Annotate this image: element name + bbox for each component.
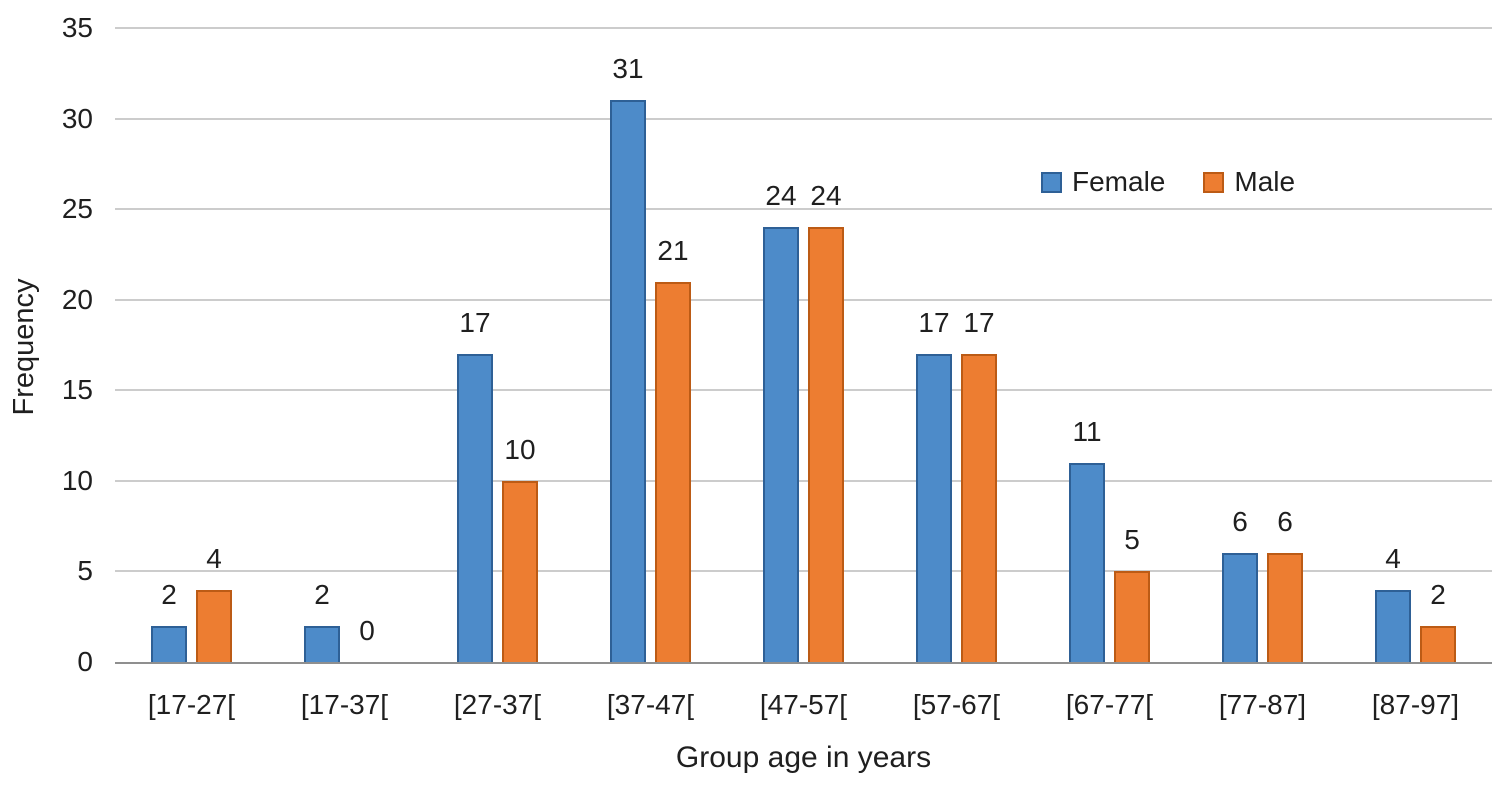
y-tick-label: 30 bbox=[61, 103, 93, 134]
gridline bbox=[115, 118, 1492, 120]
gridline bbox=[115, 480, 1492, 482]
x-tick-label: [17-37[ bbox=[300, 689, 389, 720]
x-axis-title: Group age in years bbox=[675, 741, 932, 774]
bar-value-label: 17 bbox=[918, 307, 950, 338]
bar-male bbox=[502, 481, 538, 662]
male-series-swatch-icon bbox=[1203, 171, 1225, 193]
bar-female bbox=[457, 354, 493, 662]
bar-male bbox=[1267, 553, 1303, 662]
bar-value-label: 31 bbox=[612, 53, 644, 84]
y-axis-title: Frequency bbox=[8, 278, 40, 416]
bar-female bbox=[1222, 553, 1258, 662]
bar-value-label: 2 bbox=[314, 579, 330, 610]
bar-value-label: 11 bbox=[1072, 416, 1102, 447]
bar-value-label: 4 bbox=[1385, 543, 1401, 574]
legend-label-male: Male bbox=[1234, 166, 1296, 197]
bar-male bbox=[196, 590, 232, 662]
bar-male bbox=[961, 354, 997, 662]
x-tick-label: [87-97] bbox=[1371, 689, 1460, 720]
y-tick-label: 5 bbox=[77, 555, 93, 586]
x-tick-label: [27-37[ bbox=[453, 689, 542, 720]
bar-male bbox=[655, 282, 691, 662]
x-tick-label: [57-67[ bbox=[912, 689, 1001, 720]
bar-value-label: 6 bbox=[1277, 506, 1293, 537]
bar-female bbox=[151, 626, 187, 662]
gridline bbox=[115, 208, 1492, 210]
bar-value-label: 2 bbox=[1430, 579, 1446, 610]
y-tick-label: 35 bbox=[61, 12, 93, 43]
bar-female bbox=[610, 100, 646, 662]
bar-female bbox=[1375, 590, 1411, 662]
bar-male bbox=[808, 227, 844, 662]
female-series-swatch-icon bbox=[1041, 171, 1062, 193]
x-tick-label: [67-77[ bbox=[1065, 689, 1154, 720]
bar-value-label: 5 bbox=[1124, 524, 1140, 555]
x-tick-label: [17-27[ bbox=[147, 689, 236, 720]
bar-value-label: 24 bbox=[765, 180, 797, 211]
legend-label-female: Female bbox=[1072, 166, 1166, 197]
bar-male bbox=[1420, 626, 1456, 662]
bar-female bbox=[916, 354, 952, 662]
bar-value-label: 0 bbox=[359, 615, 375, 646]
bar-value-label: 24 bbox=[810, 180, 842, 211]
bar-male bbox=[1114, 571, 1150, 662]
y-tick-label: 15 bbox=[61, 374, 93, 405]
y-tick-label: 10 bbox=[61, 465, 93, 496]
bar-value-label: 17 bbox=[459, 307, 491, 338]
gridline bbox=[115, 27, 1492, 29]
gridline bbox=[115, 389, 1492, 391]
bar-value-label: 17 bbox=[963, 307, 995, 338]
x-tick-label: [47-57[ bbox=[759, 689, 848, 720]
plot-area: 2 4 2 0 17 10 31 21 24 24 17 17 11 5 6 6 4 2 bbox=[115, 27, 1492, 664]
bar-value-label: 2 bbox=[161, 579, 177, 610]
gridline bbox=[115, 570, 1492, 572]
bar-female bbox=[763, 227, 799, 662]
y-tick-label: 20 bbox=[61, 284, 93, 315]
bar-female bbox=[304, 626, 340, 662]
legend: Female Male bbox=[1041, 166, 1295, 198]
y-tick-label: 25 bbox=[61, 193, 93, 224]
legend-item-female: Female bbox=[1041, 166, 1165, 198]
y-tick-label: 0 bbox=[77, 646, 93, 677]
bar-female bbox=[1069, 463, 1105, 662]
x-tick-label: [37-47[ bbox=[606, 689, 695, 720]
bar-value-label: 4 bbox=[206, 543, 222, 574]
bar-value-label: 6 bbox=[1232, 506, 1248, 537]
bar-value-label: 10 bbox=[504, 434, 536, 465]
legend-item-male: Male bbox=[1203, 166, 1295, 198]
x-tick-label: [77-87] bbox=[1218, 689, 1307, 720]
gridline bbox=[115, 299, 1492, 301]
bar-value-label: 21 bbox=[657, 235, 689, 266]
